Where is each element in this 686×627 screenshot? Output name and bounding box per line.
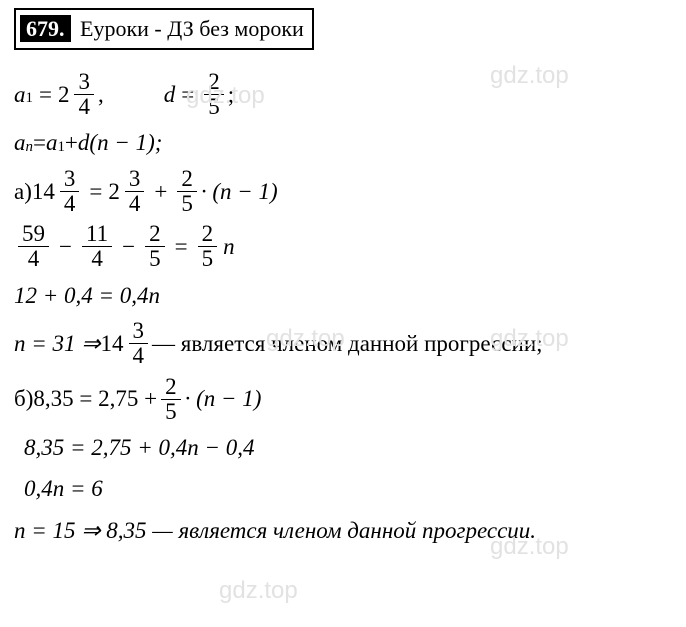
a1-num: 3 [74, 70, 94, 95]
a1-value: 2 3 4 [58, 70, 98, 119]
minus-1: − [59, 229, 72, 265]
a-lhs-whole: 14 [32, 174, 55, 210]
formula-d: d [78, 125, 90, 161]
a-concl-num: 3 [129, 319, 149, 344]
a-d-num: 2 [177, 167, 197, 192]
a-concl-pre: n = 31 ⇒ [14, 326, 101, 362]
a-line3-text: 12 + 0,4 = 0,4n [14, 278, 160, 314]
a1-a: a [46, 125, 58, 161]
f1: 59 4 [18, 222, 49, 271]
a-rhs-whole: 2 [108, 174, 120, 210]
header-text: Еуроки - ДЗ без мороки [80, 16, 304, 41]
eq-2: = [175, 229, 188, 265]
an-sub: n [26, 136, 33, 159]
minus-2: − [122, 229, 135, 265]
formula-paren: (n − 1); [89, 125, 162, 161]
subscript-1: 1 [26, 87, 33, 110]
a1-sub: 1 [57, 136, 64, 159]
b-lhs: 8,35 = 2,75 + [33, 381, 157, 417]
var-a: a [14, 77, 26, 113]
b-concl-text: n = 15 ⇒ 8,35 — является членом данной п… [14, 513, 536, 549]
comma: , [98, 77, 104, 113]
part-b-conclusion: n = 15 ⇒ 8,35 — является членом данной п… [14, 513, 672, 549]
a1-whole: 2 [58, 77, 70, 113]
a-lhs: 14 3 4 [32, 167, 84, 216]
a1-den: 4 [74, 95, 94, 119]
b-line3-text: 0,4n = 6 [24, 471, 103, 507]
n-var: n [223, 229, 235, 265]
a-tail: · (n − 1) [201, 174, 278, 210]
an-a: a [14, 125, 26, 161]
d-num: 2 [204, 70, 224, 95]
a-eq: = [89, 174, 102, 210]
b-d-frac: 2 5 [161, 375, 181, 424]
a-concl-frac: 3 4 [129, 319, 149, 368]
a-rhs-num: 3 [125, 167, 145, 192]
watermark: gdz.top [219, 577, 298, 605]
a-concl-mixed: 14 3 4 [101, 319, 153, 368]
b-d-den: 5 [161, 400, 181, 424]
f3-num: 2 [145, 222, 165, 247]
part-a-label: а) [14, 174, 32, 210]
f4-den: 5 [198, 247, 218, 271]
f1-den: 4 [24, 247, 44, 271]
semicolon: ; [228, 77, 234, 113]
part-b-label: б) [14, 381, 33, 417]
f3: 2 5 [145, 222, 165, 271]
formula-plus: + [65, 125, 78, 161]
a-concl-post: — является членом данной прогрессии; [152, 326, 542, 362]
formula-line: an = a1 + d (n − 1); [14, 125, 672, 161]
equals-sign: = [39, 77, 52, 113]
a-d-den: 5 [177, 192, 197, 216]
equals-sign-2: = [181, 77, 194, 113]
formula-eq: = [33, 125, 46, 161]
part-b-line2: 8,35 = 2,75 + 0,4n − 0,4 [14, 430, 672, 466]
a-plus: + [154, 174, 167, 210]
f4-num: 2 [198, 222, 218, 247]
a-lhs-frac: 3 4 [60, 167, 80, 216]
f2-num: 11 [82, 222, 112, 247]
var-d: d [164, 77, 176, 113]
math-solution-page: 679. Еуроки - ДЗ без мороки a1 = 2 3 4 ,… [0, 0, 686, 563]
part-b-line1: б) 8,35 = 2,75 + 2 5 · (n − 1) [14, 375, 672, 424]
part-a-conclusion: n = 31 ⇒ 14 3 4 — является членом данной… [14, 319, 672, 368]
a-lhs-num: 3 [60, 167, 80, 192]
b-tail: · (n − 1) [185, 381, 262, 417]
b-line2-text: 8,35 = 2,75 + 0,4n − 0,4 [24, 430, 255, 466]
problem-number-badge: 679. [20, 15, 71, 42]
part-b-line3: 0,4n = 6 [14, 471, 672, 507]
b-d-num: 2 [161, 375, 181, 400]
d-den: 5 [204, 95, 224, 119]
f2-den: 4 [87, 247, 107, 271]
d-frac: 2 5 [204, 70, 224, 119]
a-concl-den: 4 [129, 344, 149, 368]
problem-header: 679. Еуроки - ДЗ без мороки [14, 8, 314, 50]
f1-num: 59 [18, 222, 49, 247]
f4: 2 5 [198, 222, 218, 271]
a-rhs1: 2 3 4 [108, 167, 148, 216]
f2: 11 4 [82, 222, 112, 271]
a-lhs-den: 4 [60, 192, 80, 216]
part-a-line2: 59 4 − 11 4 − 2 5 = 2 5 n [14, 222, 672, 271]
a-rhs-den: 4 [125, 192, 145, 216]
part-a-line1: а) 14 3 4 = 2 3 4 + 2 5 · (n − 1) [14, 167, 672, 216]
part-a-line3: 12 + 0,4 = 0,4n [14, 278, 672, 314]
a1-frac: 3 4 [74, 70, 94, 119]
a-rhs-frac: 3 4 [125, 167, 145, 216]
f3-den: 5 [145, 247, 165, 271]
given-line: a1 = 2 3 4 , d = 2 5 ; [14, 70, 672, 119]
a-concl-whole: 14 [101, 326, 124, 362]
a-d-frac: 2 5 [177, 167, 197, 216]
